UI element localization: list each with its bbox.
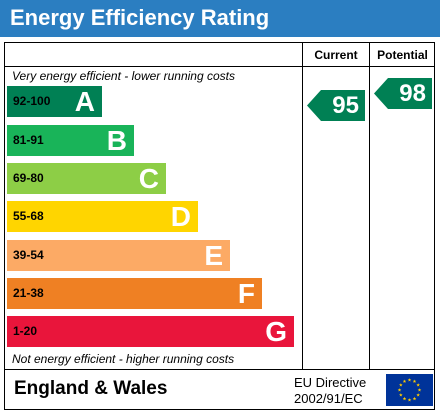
eu-star-icon — [417, 388, 422, 392]
eu-star-icon — [402, 396, 407, 401]
footer-directive: EU Directive 2002/91/EC — [294, 375, 366, 407]
band-e: 39-54 E — [7, 240, 230, 271]
rating-frame — [4, 42, 435, 410]
eu-star-icon — [412, 379, 417, 383]
band-range: 21-38 — [13, 286, 44, 300]
eu-flag-icon — [386, 374, 433, 406]
band-c: 69-80 C — [7, 163, 166, 194]
band-g: 1-20 G — [7, 316, 294, 347]
band-d: 55-68 D — [7, 201, 198, 232]
eu-star-icon — [416, 383, 420, 387]
current-rating-arrow: 95 — [307, 90, 365, 121]
column-divider-current — [302, 42, 303, 370]
band-range: 55-68 — [13, 209, 44, 223]
inefficient-note: Not energy efficient - higher running co… — [12, 352, 235, 366]
header-divider — [4, 66, 435, 67]
current-rating-value: 95 — [332, 92, 359, 119]
page-title: Energy Efficiency Rating — [10, 5, 270, 30]
potential-rating-value: 98 — [399, 80, 426, 107]
footer-country: England & Wales — [14, 378, 168, 399]
title-bar: Energy Efficiency Rating — [0, 0, 440, 37]
band-range: 92-100 — [13, 94, 51, 108]
directive-line-1: EU Directive — [294, 375, 367, 390]
band-letter: A — [74, 86, 95, 117]
eu-star-icon — [407, 398, 412, 402]
eu-star-icon — [397, 388, 402, 392]
current-column-header: Current — [314, 48, 358, 62]
band-f: 21-38 F — [7, 278, 262, 309]
eu-star-icon — [399, 393, 403, 397]
band-b: 81-91 B — [7, 125, 134, 156]
eu-star-icon — [399, 383, 403, 387]
column-divider-potential — [369, 42, 370, 370]
band-letter: B — [106, 125, 127, 156]
potential-rating-arrow: 98 — [374, 78, 432, 109]
eu-star-icon — [407, 378, 412, 382]
efficient-note: Very energy efficient - lower running co… — [12, 69, 235, 83]
band-letter: G — [265, 316, 287, 347]
eu-flag-stars — [397, 378, 422, 402]
eu-star-icon — [402, 379, 407, 383]
current-arrow-shape — [307, 90, 365, 121]
potential-arrow-shape — [374, 78, 432, 109]
band-range: 69-80 — [13, 171, 44, 185]
band-range: 81-91 — [13, 133, 44, 147]
band-range: 1-20 — [13, 324, 38, 338]
potential-column-header: Potential — [377, 48, 428, 62]
band-letter: F — [237, 278, 255, 309]
footer-divider — [4, 369, 435, 370]
band-letter: C — [138, 163, 159, 194]
band-letter: D — [170, 201, 191, 232]
band-range: 39-54 — [13, 248, 44, 262]
directive-line-2: 2002/91/EC — [294, 391, 363, 406]
potential-arrow-polygon — [374, 78, 432, 109]
current-arrow-polygon — [307, 90, 365, 121]
eu-star-icon — [416, 393, 420, 397]
band-a: 92-100 A — [7, 86, 102, 117]
eu-star-icon — [412, 396, 417, 401]
band-letter: E — [204, 240, 223, 271]
